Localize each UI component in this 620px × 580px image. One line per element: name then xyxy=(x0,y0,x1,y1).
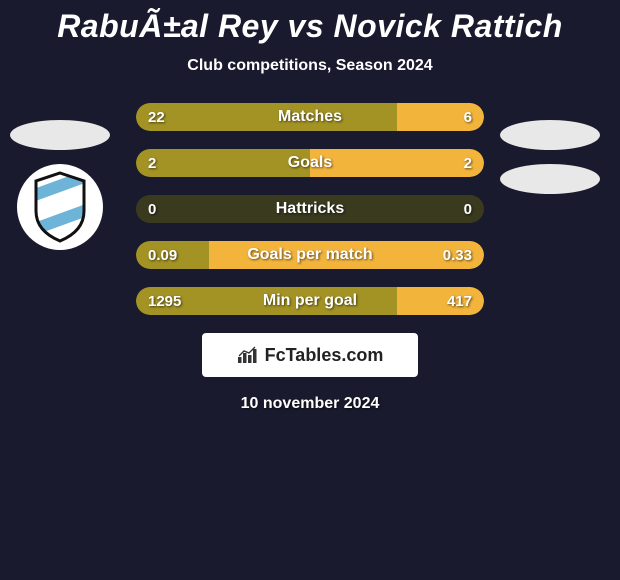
stat-value-left: 22 xyxy=(148,103,165,131)
subtitle: Club competitions, Season 2024 xyxy=(0,57,620,75)
stat-row: Goals per match0.09 0.33 xyxy=(136,241,484,269)
player-photo-placeholder-left xyxy=(10,120,110,150)
club-badge-placeholder-right xyxy=(500,164,600,194)
fctables-label: FcTables.com xyxy=(265,345,384,366)
stat-row: Min per goal1295 417 xyxy=(136,287,484,315)
stat-value-right: 0 xyxy=(464,195,472,223)
left-player-column xyxy=(10,120,110,250)
stat-value-left: 2 xyxy=(148,149,156,177)
stat-row: Hattricks0 0 xyxy=(136,195,484,223)
stat-value-left: 0.09 xyxy=(148,241,177,269)
club-badge-left xyxy=(17,164,103,250)
chart-icon xyxy=(237,346,259,364)
right-player-column xyxy=(500,120,600,194)
stat-row: Matches22 6 xyxy=(136,103,484,131)
fctables-badge: FcTables.com xyxy=(202,333,418,377)
stat-value-left: 0 xyxy=(148,195,156,223)
stats-container: Matches226Goals22Hattricks00Goals per ma… xyxy=(136,103,484,315)
stat-label: Matches xyxy=(136,103,484,131)
shield-icon xyxy=(30,171,90,243)
stat-label: Goals per match xyxy=(136,241,484,269)
player-photo-placeholder-right xyxy=(500,120,600,150)
stat-value-right: 2 xyxy=(464,149,472,177)
stat-label: Min per goal xyxy=(136,287,484,315)
stat-label: Goals xyxy=(136,149,484,177)
stat-value-right: 417 xyxy=(447,287,472,315)
stat-label: Hattricks xyxy=(136,195,484,223)
stat-row: Goals2 2 xyxy=(136,149,484,177)
page-title: RabuÃ±al Rey vs Novick Rattich xyxy=(0,0,620,45)
stat-value-left: 1295 xyxy=(148,287,181,315)
stat-value-right: 6 xyxy=(464,103,472,131)
date-label: 10 november 2024 xyxy=(0,395,620,413)
stat-value-right: 0.33 xyxy=(443,241,472,269)
